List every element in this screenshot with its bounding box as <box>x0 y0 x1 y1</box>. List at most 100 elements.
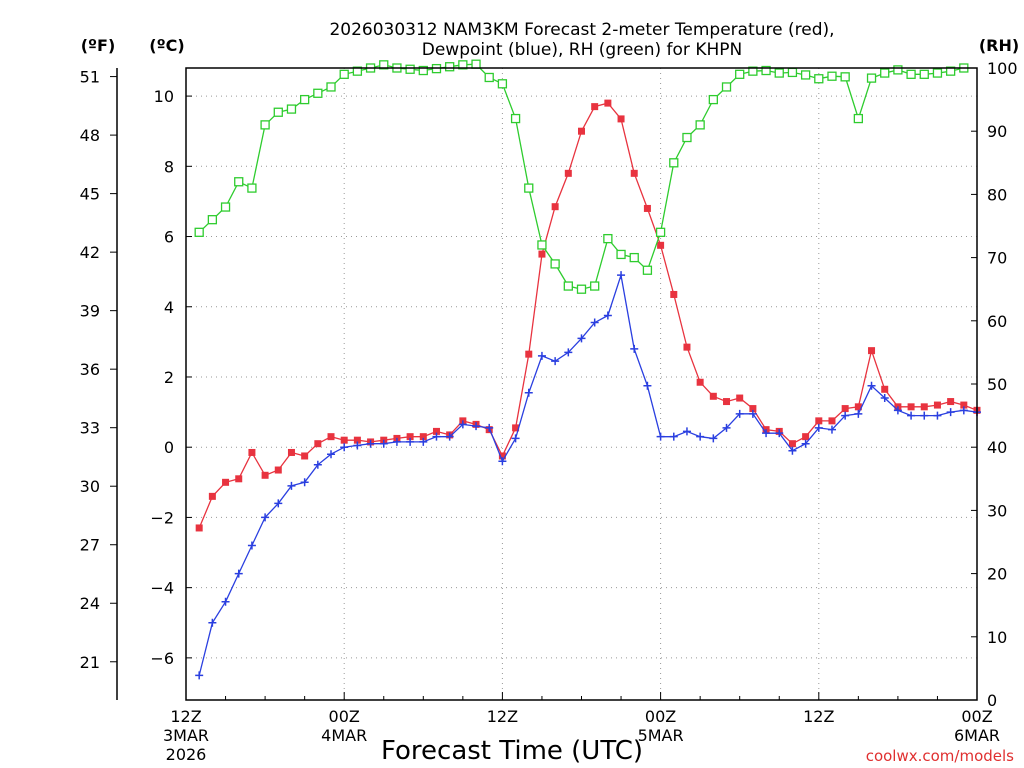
dewpoint-point <box>907 411 916 420</box>
rh-tick-label: 90 <box>987 122 1007 141</box>
fahrenheit-unit-label: (ºF) <box>81 36 116 55</box>
rh-point <box>748 66 758 76</box>
dewpoint-point <box>748 409 757 418</box>
dewpoint-point <box>827 425 836 434</box>
dewpoint-point <box>814 423 823 432</box>
rh-point <box>721 82 732 92</box>
rh-point <box>669 158 679 168</box>
temperature-point <box>670 290 678 298</box>
f-tick-label: 21 <box>80 653 100 672</box>
rh-point <box>418 65 428 76</box>
dewpoint-point <box>300 478 309 487</box>
rh-point <box>893 65 903 75</box>
temperature-point <box>578 127 585 135</box>
dewpoint-point <box>234 569 243 578</box>
rh-point <box>774 68 784 78</box>
rh-point <box>787 67 798 78</box>
dewpoint-point <box>590 318 599 327</box>
dewpoint-point <box>959 406 968 415</box>
f-tick-label: 42 <box>80 243 100 262</box>
rh-point <box>603 233 613 244</box>
rh-point <box>379 60 389 70</box>
rh-point <box>484 72 494 83</box>
dewpoint-point <box>247 541 256 550</box>
x-tick-label-date: 3MAR <box>163 726 209 745</box>
rh-point <box>537 240 547 250</box>
chart-title-line1: 2026030312 NAM3KM Forecast 2-meter Tempe… <box>329 20 834 40</box>
dewpoint-point <box>933 411 942 420</box>
temperature-point <box>828 417 836 425</box>
c-tick-label: −2 <box>150 508 174 527</box>
rh-point <box>194 227 204 237</box>
x-tick-label: 12Z <box>170 707 201 726</box>
dewpoint-point <box>617 271 626 280</box>
credit-text: coolwx.com/models <box>866 747 1014 765</box>
rh-point <box>814 74 824 84</box>
dewpoint-point <box>880 394 889 403</box>
dewpoint-point <box>854 409 863 418</box>
dewpoint-point <box>366 439 375 448</box>
temperature-point <box>696 378 704 386</box>
rh-point <box>735 69 745 79</box>
rh-tick-label: 60 <box>987 312 1007 331</box>
x-tick-label-year: 2026 <box>166 745 207 764</box>
dewpoint-point <box>221 597 230 606</box>
temperature-point <box>314 440 322 448</box>
dewpoint-point <box>445 432 454 441</box>
f-tick-label: 30 <box>80 477 100 496</box>
rh-point <box>642 265 653 275</box>
temperature-point <box>261 471 269 479</box>
rh-point <box>352 66 363 76</box>
x-tick-label-date: 4MAR <box>321 726 367 745</box>
dewpoint-point <box>669 432 678 441</box>
rh-point <box>220 202 231 212</box>
rh-point <box>326 82 336 92</box>
celsius-unit-label: (ºC) <box>149 36 184 55</box>
temperature-point <box>709 392 717 400</box>
temperature-point <box>222 478 230 486</box>
rh-point <box>906 69 916 79</box>
c-tick-label: 10 <box>154 87 174 106</box>
temperature-point <box>195 524 203 532</box>
dewpoint-point <box>841 411 850 420</box>
rh-point <box>655 227 666 237</box>
f-tick-label: 45 <box>80 185 100 204</box>
rh-tick-label: 40 <box>987 438 1007 457</box>
dewpoint-point <box>327 450 336 459</box>
dewpoint-point <box>379 439 388 448</box>
temperature-point <box>868 347 876 355</box>
x-axis-title: Forecast Time (UTC) <box>381 736 643 766</box>
rh-tick-label: 70 <box>987 249 1007 268</box>
dewpoint-point <box>643 381 652 390</box>
x-tick-label: 12Z <box>487 707 518 726</box>
rh-point <box>853 113 863 124</box>
rh-tick-label: 100 <box>987 59 1018 78</box>
rh-point <box>800 70 811 80</box>
dewpoint-point <box>537 351 546 360</box>
temperature-point <box>301 452 309 460</box>
temperature-point <box>630 169 638 177</box>
dewpoint-point <box>682 427 691 436</box>
axes-labels: −6−4−20246810212427303336394245485101020… <box>80 59 1018 764</box>
dewpoint-point <box>313 460 322 469</box>
f-tick-label: 27 <box>80 536 100 555</box>
rh-line <box>198 63 964 290</box>
rh-unit-label: (RH) <box>979 36 1019 55</box>
dewpoint-point <box>208 618 217 627</box>
dewpoint-point <box>274 499 283 508</box>
c-tick-label: 6 <box>164 228 174 247</box>
temperature-point <box>657 241 665 249</box>
dewpoint-point <box>353 441 362 450</box>
rh-tick-label: 50 <box>987 375 1007 394</box>
rh-point <box>207 215 218 225</box>
temperature-point <box>525 350 533 358</box>
rh-point <box>695 120 705 130</box>
temperature-point <box>512 424 520 432</box>
dewpoint-point <box>551 357 560 366</box>
series-dewpoint <box>195 271 981 680</box>
rh-point <box>524 183 534 193</box>
temperature-point <box>406 433 414 441</box>
rh-point <box>761 65 771 76</box>
x-tick-label: 00Z <box>329 707 360 726</box>
dewpoint-point <box>287 481 296 490</box>
